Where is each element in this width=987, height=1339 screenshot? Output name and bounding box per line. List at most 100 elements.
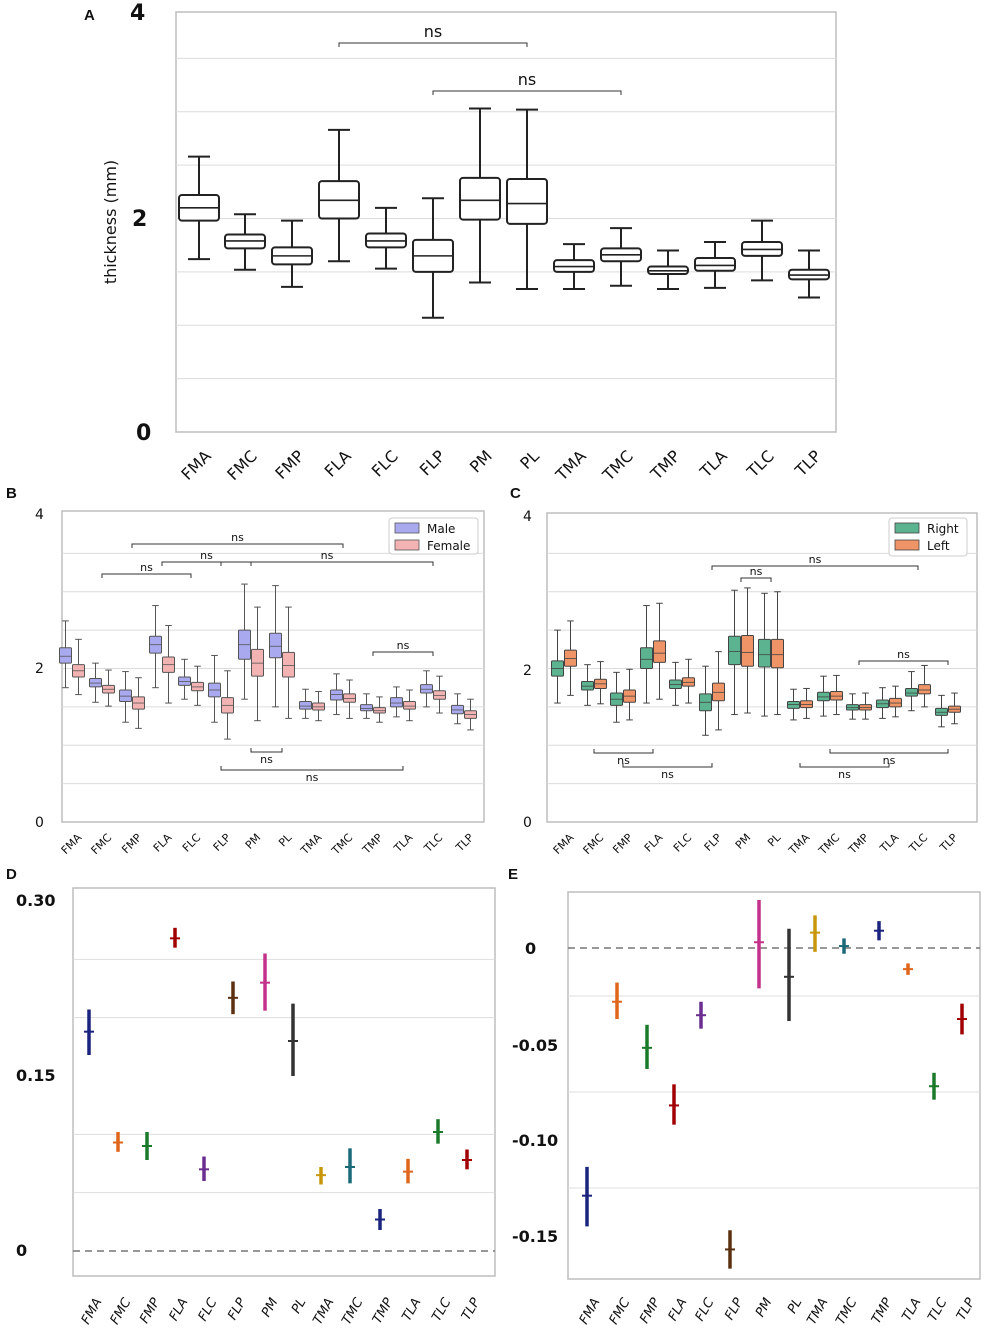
x-tick-label: TLC (925, 1295, 951, 1324)
bracket-line (799, 763, 890, 768)
legend-swatch-female (394, 539, 420, 551)
box-iqr (459, 176, 501, 221)
legend-label-female: Female (427, 539, 470, 553)
box-male-TLP (451, 693, 464, 725)
x-tick-label: FLP (225, 1296, 249, 1323)
box-left-PM (741, 587, 754, 714)
box-male-FMC (89, 662, 102, 703)
x-tick-label: FLP (416, 446, 449, 479)
panel-letter-E: E (508, 866, 518, 883)
y-tick-label: -0.15 (512, 1227, 558, 1246)
box-TLA (694, 240, 736, 289)
panel-letter-A: A (84, 7, 95, 24)
x-tick-label: FLP (211, 831, 234, 854)
bracket-line (161, 561, 252, 566)
x-tick-label: FLC (180, 831, 204, 855)
box-left-TMA (800, 687, 813, 719)
box-male-FLA (149, 605, 162, 689)
box-female-TMC (343, 679, 356, 719)
box-FMP (271, 219, 313, 288)
box-left-TLA (889, 685, 902, 718)
legend-label-right: Right (927, 522, 959, 536)
y-tick-label: -0.10 (512, 1131, 558, 1150)
x-tick-label: FLA (321, 446, 355, 480)
x-tick-label: PL (765, 831, 784, 850)
bracket-line (220, 561, 434, 566)
point-TLA (403, 1158, 413, 1184)
legend: Right Left (888, 517, 968, 557)
x-tick-label: FLA (666, 1296, 691, 1324)
point-FLA (669, 1084, 679, 1125)
significance-bracket: ns (711, 553, 919, 570)
box-iqr (694, 256, 736, 272)
box-right-FMC (581, 664, 594, 706)
x-tick-label: FLP (702, 831, 725, 854)
x-tick-label: PL (289, 1296, 310, 1317)
y-tick-label: 4 (35, 507, 44, 523)
box-left-FLC (682, 658, 695, 704)
box-iqr (741, 634, 754, 667)
ns-label: ns (883, 754, 896, 767)
x-tick-label: TMA (310, 1296, 337, 1328)
x-tick-label: FLC (368, 446, 402, 480)
plot-frame (567, 891, 981, 1280)
x-tick-label: TLP (937, 831, 961, 855)
bracket-line (101, 573, 192, 578)
panel-letter-B: B (6, 485, 17, 502)
x-tick-label: FMC (581, 831, 607, 857)
box-TMP (647, 249, 689, 290)
box-female-FMA (72, 638, 85, 696)
box-right-PL (758, 592, 771, 717)
x-tick-label: TLP (954, 1296, 979, 1324)
y-tick-label: 0 (523, 815, 532, 831)
point-FLP (228, 981, 238, 1015)
box-right-TMP (846, 693, 859, 720)
box-male-TMA (299, 688, 312, 719)
box-male-PM (238, 583, 251, 700)
box-male-TMC (330, 673, 343, 716)
y-tick-label: 2 (523, 663, 532, 679)
bracket-line (740, 577, 772, 582)
ns-label: ns (140, 561, 153, 574)
bracket-line (432, 90, 622, 95)
point-PM (260, 953, 270, 1011)
significance-bracket: ns (372, 639, 434, 656)
box-FMA (178, 155, 220, 261)
y-tick-label: 2 (132, 207, 147, 232)
x-tick-label: TMP (845, 831, 871, 857)
legend-swatch-right (894, 522, 920, 534)
box-iqr (640, 647, 653, 670)
point-FMC (612, 982, 622, 1020)
legend-swatch-left (894, 539, 920, 551)
box-left-FLP (712, 651, 725, 731)
grid (176, 57, 836, 380)
panel-letter-D: D (6, 866, 17, 883)
box-left-FMC (594, 661, 607, 705)
bracket-line (593, 749, 654, 754)
y-tick-label: 4 (523, 509, 532, 525)
x-tick-label: TMC (329, 831, 356, 858)
x-tick-label: TLC (906, 831, 931, 856)
ns-label: ns (838, 768, 851, 781)
x-tick-label: TMC (598, 446, 637, 485)
box-male-FLP (208, 654, 221, 723)
x-tick-label: FMA (177, 446, 214, 483)
legend: Male Female (388, 517, 479, 555)
box-iqr (728, 635, 741, 666)
point-TLC (929, 1072, 939, 1100)
y-tick-label: 0.30 (16, 891, 55, 910)
point-FMP (142, 1132, 152, 1160)
x-tick-label: TMP (359, 831, 385, 857)
bracket-line (250, 748, 283, 753)
x-tick-label: TMP (869, 1296, 896, 1327)
significance-bracket: ns (220, 549, 434, 566)
ns-label: ns (661, 768, 674, 781)
box-left-TLC (918, 664, 931, 708)
plot-frame (61, 510, 485, 823)
panel-letter-C: C (510, 485, 521, 502)
point-TLC (433, 1119, 443, 1144)
significance-bracket: ns (829, 749, 949, 767)
box-TMA (553, 243, 595, 290)
